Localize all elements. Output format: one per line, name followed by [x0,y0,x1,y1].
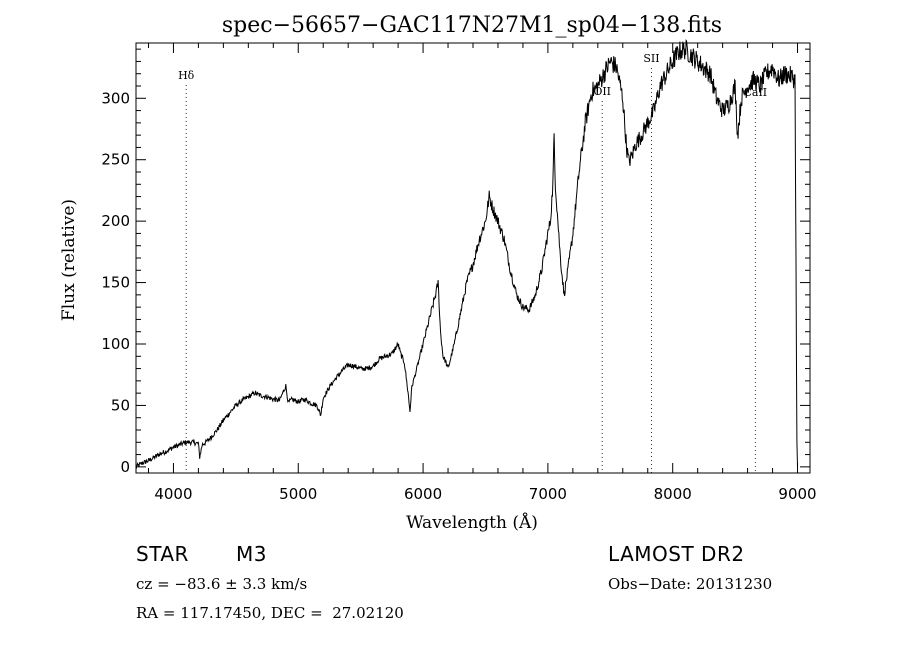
x-tick-label: 4000 [154,485,192,503]
spectral-line-label: Hδ [178,69,195,82]
plot-frame [135,42,811,474]
y-tick-label: 300 [101,89,130,107]
survey-name: LAMOST DR2 [608,542,745,566]
plot-area: 4000 5000 6000 7000 8000 9000 0 50 100 150 200 250 3… [101,38,817,503]
coordinates: RA = 117.17450, DEC = 27.02120 [136,604,404,622]
x-tick-label: 6000 [404,485,442,503]
subclass: M3 [236,542,267,566]
observation-date: Obs−Date: 20131230 [608,575,773,593]
y-tick-label: 250 [101,151,130,169]
x-tick-label: 9000 [778,485,816,503]
x-axis-label: Wavelength (Å) [406,512,538,533]
x-tick-label: 7000 [529,485,567,503]
x-tick-label: 5000 [279,485,317,503]
y-tick-label: 0 [120,458,130,476]
spectrum-line [135,38,798,470]
spectral-line-label: CaII [743,86,767,99]
object-class: STAR [136,542,189,566]
y-tick-label: 200 [101,212,130,230]
x-tick-label: 8000 [654,485,692,503]
y-tick-label: 150 [101,274,130,292]
y-tick-label: 100 [101,335,130,353]
spectral-line-label: SII [643,52,659,65]
chart-title: spec−56657−GAC117N27M1_sp04−138.fits [222,13,722,38]
y-tick-label: 50 [111,396,130,414]
redshift-cz: cz = −83.6 ± 3.3 km/s [136,575,308,593]
y-axis-label: Flux (relative) [59,199,79,321]
